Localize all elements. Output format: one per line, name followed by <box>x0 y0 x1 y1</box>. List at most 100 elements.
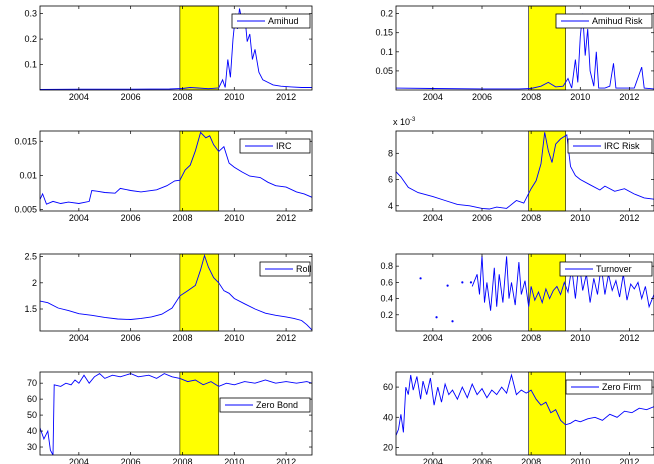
series-line-irc-risk <box>396 132 654 210</box>
x-tick-label: 2008 <box>521 213 541 223</box>
legend-label: IRC <box>276 141 292 151</box>
x-tick-label: 2004 <box>423 213 443 223</box>
x-tick-label: 2010 <box>224 333 244 343</box>
y-axis-multiplier: x 10-3 <box>393 117 416 127</box>
x-tick-label: 2004 <box>69 213 89 223</box>
x-tick-label: 2004 <box>423 92 443 102</box>
x-tick-label: 2008 <box>521 457 541 464</box>
x-tick-label: 2004 <box>423 457 443 464</box>
x-tick-label: 2006 <box>472 213 492 223</box>
y-tick-label: 40 <box>27 426 37 436</box>
panel-irc-risk: 2004 2006 2008 2010 2012 4 6 8 x 10-3 IRC Risk <box>388 117 654 223</box>
x-tick-label: 2006 <box>121 333 141 343</box>
y-tick-label: 0.05 <box>375 66 393 76</box>
x-tick-label: 2006 <box>472 333 492 343</box>
series-line-amihud-risk <box>396 13 654 90</box>
x-tick-label: 2008 <box>521 333 541 343</box>
series-line-zero-bond <box>40 373 312 455</box>
x-tick-label: 2012 <box>619 333 639 343</box>
x-tick-label: 2010 <box>570 213 590 223</box>
legend-label: Turnover <box>596 264 632 274</box>
x-tick-label: 2012 <box>619 92 639 102</box>
legend-label: Amihud <box>268 16 299 26</box>
legend-label: Zero Firm <box>602 382 641 392</box>
x-tick-label: 2010 <box>570 92 590 102</box>
y-tick-label: 0.2 <box>380 9 393 19</box>
y-tick-label: 0.1 <box>24 60 37 70</box>
x-tick-label: 2010 <box>224 213 244 223</box>
y-tick-label: 0.1 <box>380 47 393 57</box>
x-tick-label: 2010 <box>224 457 244 464</box>
y-tick-label: 70 <box>27 378 37 388</box>
legend: IRC Risk <box>567 138 653 154</box>
x-tick-label: 2006 <box>121 213 141 223</box>
panel-roll: 2004 2006 2008 2010 2012 1.5 2 2.5 Roll <box>24 252 313 343</box>
crisis-period-highlight <box>179 371 220 456</box>
panel-zero-firm: 2004 2006 2008 2010 2012 20 40 60 Zero Firm <box>383 371 654 464</box>
y-tick-label: 0.15 <box>375 28 393 38</box>
x-tick-label: 2012 <box>276 213 296 223</box>
x-tick-label: 2008 <box>172 457 192 464</box>
series-line-zero-firm <box>396 373 654 436</box>
y-tick-label: 60 <box>383 382 393 392</box>
y-tick-label: 60 <box>27 394 37 404</box>
y-tick-label: 1.5 <box>24 304 37 314</box>
x-tick-label: 2008 <box>172 213 192 223</box>
crisis-period-highlight <box>179 253 220 332</box>
legend: IRC <box>239 138 311 154</box>
x-tick-label: 2004 <box>423 333 443 343</box>
legend: Zero Firm <box>565 379 653 395</box>
y-tick-label: 0.8 <box>380 261 393 271</box>
axes-box <box>39 371 313 456</box>
x-tick-label: 2010 <box>224 92 244 102</box>
legend: Amihud Risk <box>555 13 653 29</box>
axes-box <box>39 253 313 332</box>
y-tick-label: 40 <box>383 412 393 422</box>
legend-label: Zero Bond <box>256 400 298 410</box>
axes-box <box>39 5 313 91</box>
x-tick-label: 2004 <box>69 333 89 343</box>
y-tick-label: 50 <box>27 410 37 420</box>
x-tick-label: 2008 <box>172 92 192 102</box>
x-tick-label: 2012 <box>619 213 639 223</box>
x-tick-label: 2008 <box>521 92 541 102</box>
y-tick-label: 30 <box>27 442 37 452</box>
axes-box <box>395 5 654 91</box>
y-tick-label: 0.2 <box>380 310 393 320</box>
x-tick-label: 2012 <box>276 92 296 102</box>
axes-box <box>395 130 654 212</box>
axes-box <box>395 253 654 332</box>
legend-label: Amihud Risk <box>592 16 643 26</box>
series-line-amihud <box>40 8 312 90</box>
y-tick-label: 0.6 <box>380 277 393 287</box>
x-tick-label: 2008 <box>172 333 192 343</box>
x-tick-label: 2010 <box>570 333 590 343</box>
series-line-turnover <box>471 255 654 311</box>
y-tick-label: 0.2 <box>24 34 37 44</box>
series-line-roll <box>40 254 312 331</box>
y-tick-label: 0.005 <box>14 205 37 215</box>
y-tick-label: 8 <box>388 148 393 158</box>
legend: Turnover <box>559 261 653 277</box>
legend: Zero Bond <box>219 397 311 413</box>
x-tick-label: 2006 <box>121 457 141 464</box>
crisis-period-highlight <box>179 130 220 212</box>
y-tick-label: 0.015 <box>14 136 37 146</box>
x-tick-label: 2012 <box>276 333 296 343</box>
series-line-irc <box>40 131 312 205</box>
legend: Amihud <box>231 13 311 29</box>
data-point <box>469 281 473 284</box>
axes-box <box>39 130 313 212</box>
legend-label: Roll <box>296 264 312 274</box>
data-point <box>461 281 464 284</box>
x-tick-label: 2004 <box>69 457 89 464</box>
data-point <box>446 284 449 287</box>
x-tick-label: 2010 <box>570 457 590 464</box>
x-tick-label: 2004 <box>69 92 89 102</box>
y-tick-label: 0.4 <box>380 294 393 304</box>
panel-turnover: 2004 2006 2008 2010 2012 0.2 0.4 0.6 0.8 Turnover <box>380 253 654 343</box>
x-tick-label: 2006 <box>472 92 492 102</box>
panel-zero-bond: 2004 2006 2008 2010 2012 30 40 50 60 70 Zero Bond <box>27 371 313 464</box>
x-tick-label: 2006 <box>472 457 492 464</box>
